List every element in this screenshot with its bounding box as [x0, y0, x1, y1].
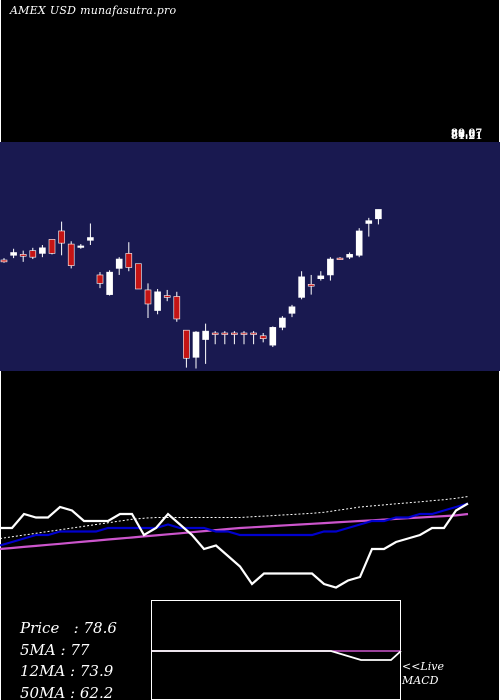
candle-body — [365, 220, 373, 224]
candle-body — [173, 296, 181, 320]
candle-body — [163, 295, 171, 298]
candle-body — [336, 257, 344, 260]
price-panel — [0, 142, 500, 371]
live-label: <<Live — [402, 660, 444, 673]
candle-body — [221, 332, 229, 335]
candle-body — [183, 329, 190, 359]
price-tag-background — [451, 128, 485, 141]
candle-body — [211, 332, 219, 335]
candle-body — [67, 243, 75, 266]
candle-body — [48, 239, 56, 254]
candle-body — [269, 327, 277, 346]
candle-body — [240, 332, 248, 335]
candle-body — [115, 258, 123, 269]
candle-body — [125, 253, 133, 268]
candle-body — [231, 332, 238, 335]
stat-row-12ma: 12MA : 73.9 — [20, 662, 114, 680]
price-tag: 81.21 — [451, 131, 482, 142]
candle-body — [0, 259, 8, 263]
macd-line — [151, 650, 402, 661]
candle-body — [135, 263, 142, 290]
macd-legend: <<Live MACD — [402, 660, 444, 688]
stat-row-price: Price : 78.6 — [20, 619, 117, 637]
macd-label: MACD — [402, 674, 439, 687]
candle-body — [375, 209, 382, 220]
stat-row-50ma: 50MA : 62.2 — [20, 683, 114, 700]
price-line-fast — [0, 502, 469, 589]
candle-body — [10, 252, 17, 256]
candle-body — [298, 276, 305, 298]
candle-body — [317, 275, 325, 280]
candle-body — [307, 284, 315, 287]
macd-panel — [151, 600, 401, 700]
candle-body — [192, 331, 200, 358]
moving-average-lines — [0, 496, 469, 589]
candle-body — [29, 250, 37, 258]
candle-body — [355, 230, 363, 256]
candle-body — [19, 254, 27, 257]
candle-body — [288, 306, 296, 314]
candle-body — [106, 271, 113, 295]
candle-body — [58, 230, 65, 244]
candle-body — [259, 335, 267, 339]
candle-body — [250, 332, 257, 335]
ma-line-slow — [0, 502, 469, 547]
candle-body — [87, 237, 94, 241]
candle-body — [144, 289, 152, 305]
price-tag: 78.6 — [451, 130, 475, 141]
candle-body — [327, 258, 334, 276]
candle-body — [279, 317, 286, 328]
site-name: munafasutra.pro — [80, 4, 177, 17]
price-tag: 80.07 — [451, 128, 482, 139]
candle-body — [202, 330, 209, 340]
macd-lines — [151, 650, 402, 661]
candle-body — [154, 291, 161, 311]
candle-body — [77, 245, 85, 248]
candle-body — [96, 274, 104, 284]
header-label: AMEX USD munafasutra.pro — [10, 4, 176, 17]
symbol-name: USD — [49, 4, 77, 17]
stats-box: Price : 78.6 5MA : 77 12MA : 73.9 50MA :… — [20, 618, 117, 700]
candle-body — [346, 254, 353, 258]
candlestick-series — [0, 209, 382, 369]
exchange-name: AMEX — [10, 4, 46, 17]
candle-body — [39, 247, 46, 254]
stat-row-5ma: 5MA : 77 — [20, 640, 90, 659]
ma-line-dotted — [0, 496, 469, 539]
